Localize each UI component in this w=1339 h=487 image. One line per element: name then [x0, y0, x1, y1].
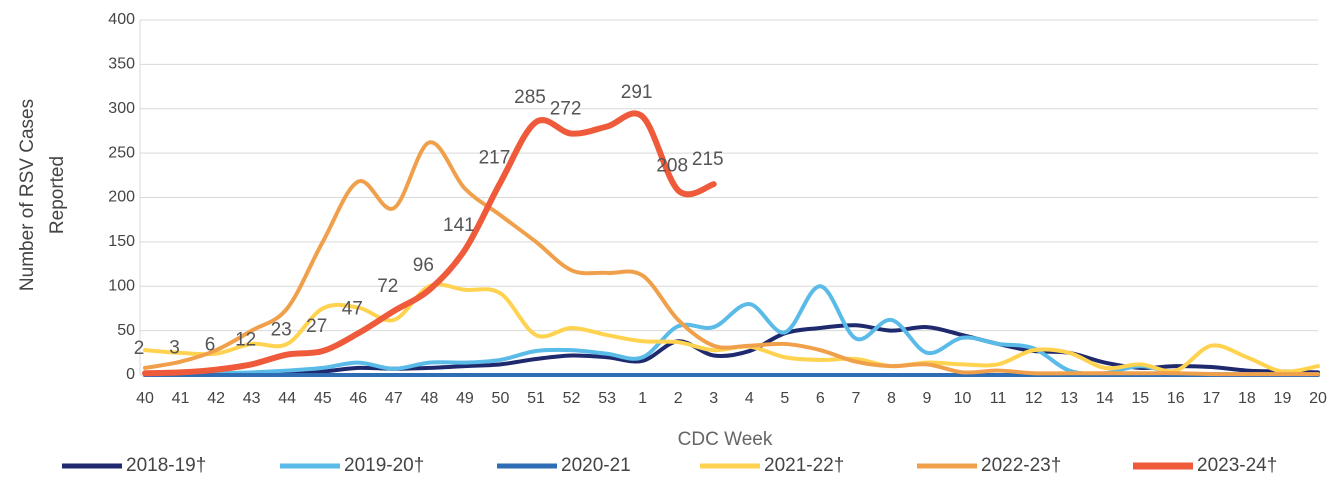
data-label: 96	[413, 255, 434, 276]
x-tick-label: 16	[1167, 390, 1185, 407]
x-tick-label: 11	[990, 390, 1007, 407]
x-tick-label: 52	[563, 390, 581, 407]
series-line	[142, 110, 717, 377]
x-tick-label: 17	[1202, 390, 1220, 407]
x-tick-label: 13	[1060, 390, 1078, 407]
data-label: 208	[656, 155, 688, 176]
x-tick-label: 42	[207, 390, 225, 407]
data-label: 23	[271, 320, 292, 341]
legend-label: 2023-24†	[1197, 455, 1277, 476]
data-label: 27	[306, 316, 327, 337]
x-tick-label: 12	[1025, 390, 1043, 407]
x-tick-label: 8	[887, 390, 896, 407]
x-axis-title: CDC Week	[678, 429, 773, 450]
x-tick-label: 19	[1274, 390, 1292, 407]
x-tick-label: 9	[923, 390, 932, 407]
y-tick-label: 50	[117, 322, 135, 339]
x-tick-label: 7	[851, 390, 860, 407]
data-label: 12	[235, 329, 256, 350]
y-axis-title: Reported	[47, 156, 68, 234]
x-tick-label: 44	[278, 390, 296, 407]
legend-label: 2019-20†	[344, 455, 424, 476]
x-tick-label: 2	[674, 390, 683, 407]
x-tick-label: 1	[638, 390, 647, 407]
data-label: 272	[550, 99, 582, 120]
legend-label: 2018-19†	[126, 455, 206, 476]
x-tick-label: 10	[954, 390, 972, 407]
data-label: 47	[342, 298, 363, 319]
x-tick-label: 45	[314, 390, 332, 407]
data-label: 141	[443, 215, 475, 236]
x-tick-label: 43	[243, 390, 261, 407]
y-tick-label: 400	[108, 11, 135, 28]
y-tick-label: 200	[108, 189, 135, 206]
x-tick-label: 14	[1096, 390, 1114, 407]
x-tick-label: 6	[816, 390, 825, 407]
series-line	[143, 284, 1320, 377]
y-tick-label: 100	[108, 277, 135, 294]
x-tick-label: 51	[527, 390, 545, 407]
x-tick-label: 3	[709, 390, 718, 407]
data-label: 3	[169, 337, 180, 358]
x-tick-label: 5	[780, 390, 789, 407]
x-tick-label: 18	[1238, 390, 1256, 407]
y-tick-label: 250	[108, 144, 135, 161]
x-tick-label: 15	[1131, 390, 1149, 407]
y-tick-label: 300	[108, 100, 135, 117]
x-tick-label: 53	[598, 390, 616, 407]
x-tick-label: 47	[385, 390, 403, 407]
series-line	[143, 140, 1320, 377]
x-tick-label: 20	[1309, 390, 1327, 407]
data-label: 72	[377, 276, 398, 297]
y-tick-label: 350	[108, 56, 135, 73]
x-tick-label: 40	[136, 390, 154, 407]
data-label: 285	[514, 87, 546, 108]
data-label: 2	[134, 338, 145, 359]
legend-label: 2020-21	[561, 455, 631, 476]
legend-label: 2021-22†	[764, 455, 844, 476]
x-tick-label: 46	[349, 390, 367, 407]
data-label: 6	[205, 335, 216, 356]
x-tick-label: 49	[456, 390, 474, 407]
y-tick-label: 150	[108, 233, 135, 250]
data-label: 217	[479, 147, 511, 168]
legend-label: 2022-23†	[981, 455, 1061, 476]
x-tick-label: 4	[745, 390, 754, 407]
x-tick-label: 50	[492, 390, 510, 407]
data-label: 291	[621, 82, 653, 103]
x-tick-label: 48	[420, 390, 438, 407]
data-label: 215	[692, 149, 724, 170]
y-tick-label: 0	[126, 366, 135, 383]
y-axis-title: Number of RSV Cases	[17, 99, 38, 291]
x-tick-label: 41	[172, 390, 190, 407]
